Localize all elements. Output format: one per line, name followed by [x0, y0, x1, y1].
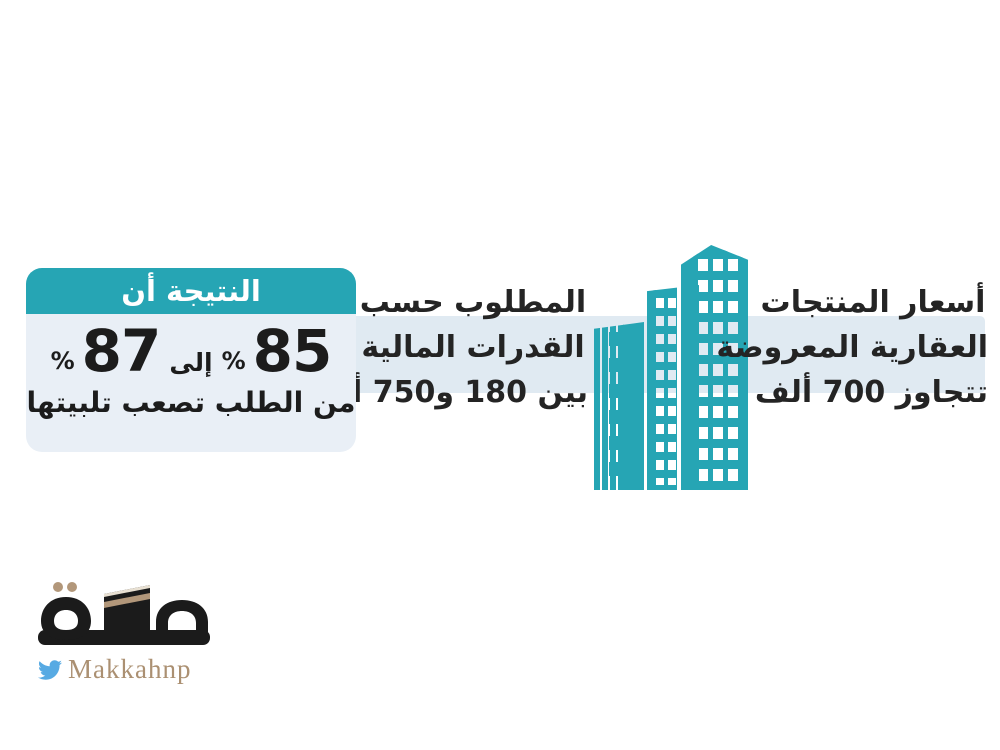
result-caption: من الطلب تصعب تلبيتها [26, 386, 356, 419]
value-from: 85 [252, 317, 333, 385]
demand-line-1: المطلوب حسب [359, 285, 587, 320]
buildings-illustration [592, 243, 750, 490]
kaaba-band [104, 593, 150, 608]
supply-line-1: أسعار المنتجات [760, 285, 986, 320]
twitter-bird-icon [38, 659, 62, 680]
demand-line-2: القدرات المالية [361, 330, 585, 365]
percent-sign-from: % [221, 347, 246, 375]
supply-text-block: أسعار المنتجات العقارية المعروضة تتجاوز … [716, 280, 988, 415]
tower-left [594, 322, 644, 490]
logo-dot [67, 582, 77, 592]
value-to: 87 [81, 317, 162, 385]
makkah-logo [38, 582, 210, 645]
result-value-range: % 87 إلى % 85 [26, 322, 356, 380]
logo-glyph-meem [156, 600, 208, 640]
percent-sign-to: % [50, 347, 75, 375]
result-box-header: النتيجة أن [26, 268, 356, 314]
tower-gap [677, 243, 681, 490]
supply-line-3: تتجاوز 700 ألف [754, 375, 988, 410]
to-word: إلى [169, 348, 213, 377]
supply-line-2: العقارية المعروضة [716, 330, 988, 365]
demand-line-3: بين 180 و750 ألفًا [308, 375, 588, 410]
tower-right-windows [693, 250, 743, 485]
tower-left-windows [609, 332, 618, 482]
logo-glyph-ta [41, 597, 91, 640]
demand-text-block: المطلوب حسب القدرات المالية بين 180 و750… [308, 280, 588, 415]
tower-right [681, 245, 748, 490]
logo-dot [53, 582, 63, 592]
kaaba-roof [104, 585, 150, 597]
twitter-row: Makkahnp [38, 654, 236, 685]
result-box: النتيجة أن % 87 إلى % 85 من الطلب تصعب ت… [26, 268, 356, 452]
makkah-logo-block: Makkahnp [36, 578, 236, 685]
twitter-handle: Makkahnp [68, 654, 192, 684]
